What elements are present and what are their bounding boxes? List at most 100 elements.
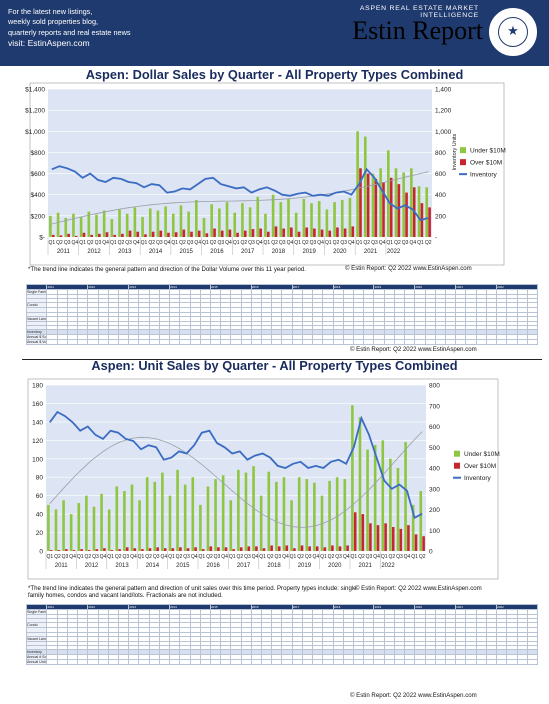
x-quarter-label: Q3 xyxy=(95,240,102,246)
bar-over-10m xyxy=(315,546,319,551)
table-cell xyxy=(209,659,222,666)
x-quarter-label: Q1 xyxy=(49,240,56,246)
x-year-label: 2013 xyxy=(115,563,129,569)
y2-tick-label: 500 xyxy=(429,445,440,452)
table-cell xyxy=(373,339,385,346)
bar-over-10m xyxy=(308,546,311,551)
legend-swatch xyxy=(454,450,460,457)
y2-tick-label: - xyxy=(435,235,437,242)
unit-chart-copyright: © Estin Report: Q2 2022 www.EstinAspen.c… xyxy=(355,585,482,592)
x-quarter-label: Q2 xyxy=(118,240,125,246)
bar-under-10m xyxy=(210,204,213,237)
inventory-line xyxy=(49,410,423,520)
dollar-chart-copyright: © Estin Report: Q2 2022 www.EstinAspen.c… xyxy=(345,265,472,272)
table-cell xyxy=(56,659,68,666)
table-cell xyxy=(414,339,426,346)
bar-under-10m xyxy=(95,214,98,237)
table-cell xyxy=(220,339,232,346)
x-quarter-label: Q2 xyxy=(236,554,243,560)
bar-over-10m xyxy=(389,177,393,237)
bar-under-10m xyxy=(381,440,385,551)
table-cell xyxy=(199,339,211,346)
y-tick-label: $- xyxy=(39,235,45,242)
bar-under-10m xyxy=(356,131,359,237)
bar-over-10m xyxy=(190,231,193,237)
bar-under-10m xyxy=(379,168,382,237)
bar-over-10m xyxy=(255,546,258,551)
bar-over-10m xyxy=(407,525,410,551)
y-tick-label: $1,000 xyxy=(25,129,45,136)
bar-over-10m xyxy=(87,550,91,551)
promo-line: weekly sold properties blog, xyxy=(8,17,99,27)
table-cell xyxy=(271,659,283,666)
bar-under-10m xyxy=(171,213,175,237)
x-quarter-label: Q1 xyxy=(417,240,424,246)
table-cell xyxy=(404,659,416,666)
table-cell xyxy=(526,659,539,666)
x-quarter-label: Q1 xyxy=(138,554,145,560)
table-cell xyxy=(230,659,242,666)
table-cell xyxy=(291,659,303,666)
table-cell xyxy=(475,339,487,346)
bar-under-10m xyxy=(47,504,50,551)
dollar-chart-title: Aspen: Dollar Sales by Quarter - All Pro… xyxy=(85,67,464,82)
x-quarter-label: Q1 xyxy=(171,240,178,246)
bar-over-10m xyxy=(217,547,220,551)
bar-under-10m xyxy=(148,208,152,237)
bar-over-10m xyxy=(328,230,332,237)
promo-site-link[interactable]: visit: EstinAspen.com xyxy=(8,37,90,48)
bar-over-10m xyxy=(213,228,216,237)
bar-under-10m xyxy=(107,509,111,551)
table-cell xyxy=(117,339,130,346)
x-year-label: 2016 xyxy=(207,563,221,569)
bar-over-10m xyxy=(49,550,53,551)
x-quarter-label: Q3 xyxy=(214,554,221,560)
x-quarter-label: Q4 xyxy=(348,240,355,246)
unit-sales-chart: 180 160 140 120 100 80 60 40 20 0 800 700 600 500 400 3… xyxy=(0,373,549,583)
bar-under-10m xyxy=(49,215,52,237)
x-quarter-label: Q4 xyxy=(191,554,198,560)
bar-over-10m xyxy=(251,229,255,237)
table-cell xyxy=(506,659,518,666)
x-quarter-label: Q1 xyxy=(386,240,393,246)
table-row: Inventory xyxy=(25,329,539,336)
bar-over-10m xyxy=(228,229,232,237)
table-cell xyxy=(199,659,211,666)
bar-under-10m xyxy=(214,479,217,551)
bar-under-10m xyxy=(348,197,352,237)
x-quarter-label: Q4 xyxy=(100,554,107,560)
legend-swatch xyxy=(460,159,466,166)
table-row: Single Family xyxy=(25,609,539,615)
bar-over-10m xyxy=(320,229,324,237)
bar-over-10m xyxy=(121,233,124,237)
dollar-chart-svg: $1,400 $1,200 $1,000 $800 $600 $400 $200 $- 1,40… xyxy=(25,82,506,266)
bar-over-10m xyxy=(186,548,190,551)
bar-under-10m xyxy=(241,203,244,237)
bar-over-10m xyxy=(110,550,114,551)
table-cell xyxy=(455,659,467,666)
table-cell xyxy=(87,339,99,346)
bar-under-10m xyxy=(141,216,144,237)
x-year-label: 2016 xyxy=(210,249,224,255)
x-quarter-label: Q2 xyxy=(115,554,122,560)
x-quarter-label: Q3 xyxy=(305,554,312,560)
bar-under-10m xyxy=(394,168,398,237)
bar-over-10m xyxy=(267,231,270,237)
x-quarter-label: Q2 xyxy=(148,240,155,246)
bar-over-10m xyxy=(51,234,55,237)
bar-over-10m xyxy=(293,548,296,551)
x-quarter-label: Q1 xyxy=(46,554,53,560)
table-cell xyxy=(465,339,477,346)
x-quarter-label: Q1 xyxy=(290,554,297,560)
table-cell xyxy=(250,659,263,666)
bar-under-10m xyxy=(282,477,286,551)
bar-over-10m xyxy=(133,548,137,551)
x-quarter-label: Q2 xyxy=(297,554,304,560)
x-quarter-label: Q4 xyxy=(160,554,167,560)
bar-under-10m xyxy=(317,201,321,237)
bar-under-10m xyxy=(404,442,407,551)
table-cell xyxy=(271,339,283,346)
y-tick-label: 80 xyxy=(36,475,44,482)
legend-label: Inventory xyxy=(470,172,497,179)
x-year-label: 2013 xyxy=(118,249,132,255)
